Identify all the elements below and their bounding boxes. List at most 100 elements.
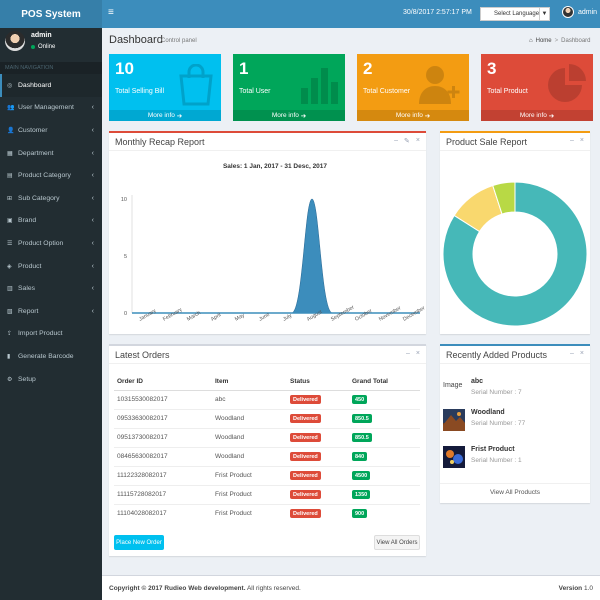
- table-row[interactable]: 09533630082017 Woodland Delivered 850.5: [114, 408, 420, 428]
- view-all-orders-button[interactable]: View All Orders: [374, 535, 420, 550]
- app-logo[interactable]: POS System: [0, 0, 102, 28]
- nav-avatar[interactable]: [562, 6, 574, 18]
- sidebar-item-report[interactable]: ▧ Report ‹: [0, 300, 102, 323]
- collapse-icon[interactable]: –: [406, 350, 410, 357]
- language-select[interactable]: Select Language ▼: [480, 7, 550, 21]
- folder-icon: ▤: [7, 173, 13, 180]
- sidebar-item-import-product[interactable]: ⇪ Import Product: [0, 323, 102, 346]
- sidebar-item-product-category[interactable]: ▤ Product Category ‹: [0, 164, 102, 187]
- sidebar-item-product[interactable]: ◈ Product ‹: [0, 255, 102, 278]
- table-row[interactable]: 11115728082017 Frist Product Delivered 1350: [114, 484, 420, 504]
- more-info-label: More info: [271, 112, 299, 119]
- panel-tools: – ×: [406, 350, 420, 357]
- user-add-icon: [419, 64, 463, 106]
- order-status: Delivered: [287, 427, 349, 447]
- place-new-order-button[interactable]: Place New Order: [114, 535, 164, 550]
- breadcrumb-current: Dashboard: [561, 38, 591, 44]
- collapse-icon[interactable]: –: [570, 137, 574, 144]
- product-serial: Serial Number : 1: [471, 457, 522, 464]
- table-row[interactable]: 09513730082017 Woodland Delivered 850.5: [114, 427, 420, 447]
- panel-title: Latest Orders: [115, 349, 170, 360]
- x-tick-label: February: [162, 307, 184, 323]
- column-header: Item: [212, 373, 287, 391]
- list-item[interactable]: Image abc Serial Number : 7: [443, 378, 589, 412]
- x-tick-label: January: [138, 308, 158, 323]
- order-id[interactable]: 10315530082017: [114, 389, 212, 409]
- sidebar-item-label: Brand: [18, 217, 37, 225]
- more-info-label: More info: [519, 112, 547, 119]
- view-all-products-link[interactable]: View All Products: [440, 483, 590, 501]
- close-icon[interactable]: ×: [415, 137, 420, 144]
- sidebar-item-label: Product Category: [18, 172, 71, 180]
- panel-header: Product Sale Report – ×: [440, 133, 590, 151]
- cube-icon: ◈: [7, 263, 12, 270]
- table-row[interactable]: 11104028082017 Frist Product Delivered 900: [114, 503, 420, 523]
- order-id[interactable]: 09533630082017: [114, 408, 212, 428]
- nav-username[interactable]: admin: [578, 9, 598, 16]
- list-item[interactable]: Frist Product Serial Number : 1: [443, 446, 589, 480]
- order-id[interactable]: 11122328082017: [114, 465, 212, 485]
- sidebar-item-label: Generate Barcode: [18, 352, 74, 360]
- sidebar-item-sales[interactable]: ▥ Sales ‹: [0, 277, 102, 300]
- more-info-link[interactable]: More info ➔: [357, 110, 469, 121]
- table-row[interactable]: 08465630082017 Woodland Delivered 840: [114, 446, 420, 466]
- collapse-icon[interactable]: –: [570, 350, 574, 357]
- collapse-icon[interactable]: –: [394, 137, 399, 144]
- list-item[interactable]: Woodland Serial Number : 77: [443, 409, 589, 443]
- order-id[interactable]: 09513730082017: [114, 427, 212, 447]
- sidebar-item-sub-category[interactable]: ⊞ Sub Category ‹: [0, 187, 102, 210]
- x-tick-label: December: [402, 305, 426, 323]
- sidebar-item-customer[interactable]: 👤 Customer ‹: [0, 119, 102, 142]
- panel-title: Product Sale Report: [446, 136, 528, 147]
- order-id[interactable]: 08465630082017: [114, 446, 212, 466]
- table-row[interactable]: 10315530082017 abc Delivered 450: [114, 389, 420, 409]
- order-item: Frist Product: [212, 465, 287, 485]
- order-id[interactable]: 11104028082017: [114, 503, 212, 523]
- more-info-link[interactable]: More info ➔: [109, 110, 221, 121]
- panel-title: Monthly Recap Report: [115, 136, 205, 147]
- sidebar-item-label: Sub Category: [18, 194, 60, 202]
- order-id[interactable]: 11115728082017: [114, 484, 212, 504]
- more-info-label: More info: [147, 112, 175, 119]
- breadcrumb-home[interactable]: Home: [535, 38, 552, 44]
- sidebar-item-setup[interactable]: ⚙ Setup: [0, 368, 102, 391]
- order-status: Delivered: [287, 446, 349, 466]
- close-icon[interactable]: ×: [579, 350, 584, 357]
- copyright-bold: Copyright © 2017 Rudieo Web development.: [109, 585, 246, 592]
- close-icon[interactable]: ×: [579, 137, 584, 144]
- menu-toggle-icon[interactable]: ≡: [108, 7, 114, 18]
- donut-slice[interactable]: [492, 181, 516, 215]
- product-thumbnail: [443, 409, 465, 431]
- table-row[interactable]: 11122328082017 Frist Product Delivered 4500: [114, 465, 420, 485]
- breadcrumb: ⌂ Home > Dashboard: [529, 38, 591, 44]
- sidebar-item-dashboard[interactable]: ◎ Dashboard: [0, 74, 102, 97]
- page-subtitle: Control panel: [161, 38, 197, 44]
- sidebar-item-generate-barcode[interactable]: ▮ Generate Barcode: [0, 345, 102, 368]
- product-name[interactable]: abc: [471, 378, 484, 385]
- product-name[interactable]: Woodland: [471, 409, 505, 416]
- more-info-link[interactable]: More info ➔: [481, 110, 593, 121]
- monthly-sales-chart: Sales: 1 Jan, 2017 - 31 Desc, 2017 0 5 10 Ja…: [121, 163, 426, 323]
- chevron-left-icon: ‹: [91, 307, 94, 315]
- stat-box: 10 Total Selling Bill More info ➔: [109, 54, 221, 121]
- sidebar-item-label: Import Product: [18, 330, 63, 338]
- upload-icon: ⇪: [7, 331, 13, 338]
- sidebar-item-department[interactable]: ▦ Department ‹: [0, 142, 102, 165]
- order-total: 4500: [349, 465, 420, 485]
- sidebar-item-user-management[interactable]: 👥 User Management ‹: [0, 97, 102, 120]
- order-total: 850.5: [349, 427, 420, 447]
- top-navbar: ≡ 30/8/2017 2:57:17 PM Select Language ▼…: [102, 0, 600, 28]
- orders-table: Order ID Item Status Grand Total 1031553…: [114, 373, 420, 523]
- page-title: Dashboard: [109, 34, 163, 46]
- sidebar-item-product-option[interactable]: ☰ Product Option ‹: [0, 232, 102, 255]
- wrench-icon[interactable]: ✎: [404, 138, 410, 145]
- donut-slice[interactable]: [442, 181, 588, 327]
- arrow-circle-right-icon: ➔: [300, 112, 307, 120]
- product-name[interactable]: Frist Product: [471, 446, 515, 453]
- close-icon[interactable]: ×: [415, 350, 420, 357]
- sidebar-item-brand[interactable]: ▣ Brand ‹: [0, 210, 102, 233]
- dashboard-icon: ◎: [7, 82, 13, 89]
- user-icon: 👤: [7, 127, 15, 134]
- more-info-link[interactable]: More info ➔: [233, 110, 345, 121]
- panel-title: Recently Added Products: [446, 349, 548, 360]
